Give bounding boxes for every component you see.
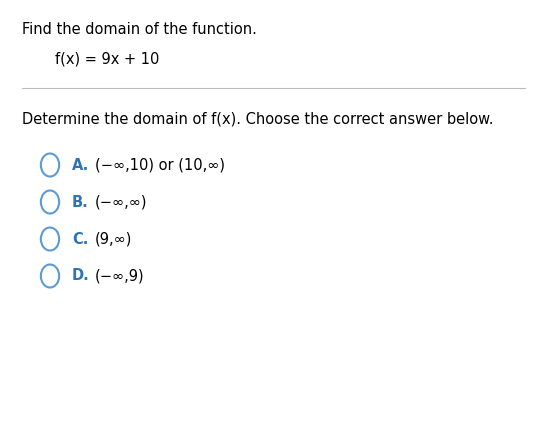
- Text: B.: B.: [72, 194, 89, 209]
- Text: f(x) = 9x + 10: f(x) = 9x + 10: [55, 52, 159, 67]
- Text: Determine the domain of f(x). Choose the correct answer below.: Determine the domain of f(x). Choose the…: [22, 112, 494, 127]
- Text: C.: C.: [72, 231, 89, 246]
- Text: (9,∞): (9,∞): [95, 231, 132, 246]
- Text: (−∞,10) or (10,∞): (−∞,10) or (10,∞): [95, 157, 225, 172]
- Text: Find the domain of the function.: Find the domain of the function.: [22, 22, 257, 37]
- Text: A.: A.: [72, 157, 89, 172]
- Text: D.: D.: [72, 268, 90, 283]
- Text: (−∞,∞): (−∞,∞): [95, 194, 147, 209]
- Text: (−∞,9): (−∞,9): [95, 268, 145, 283]
